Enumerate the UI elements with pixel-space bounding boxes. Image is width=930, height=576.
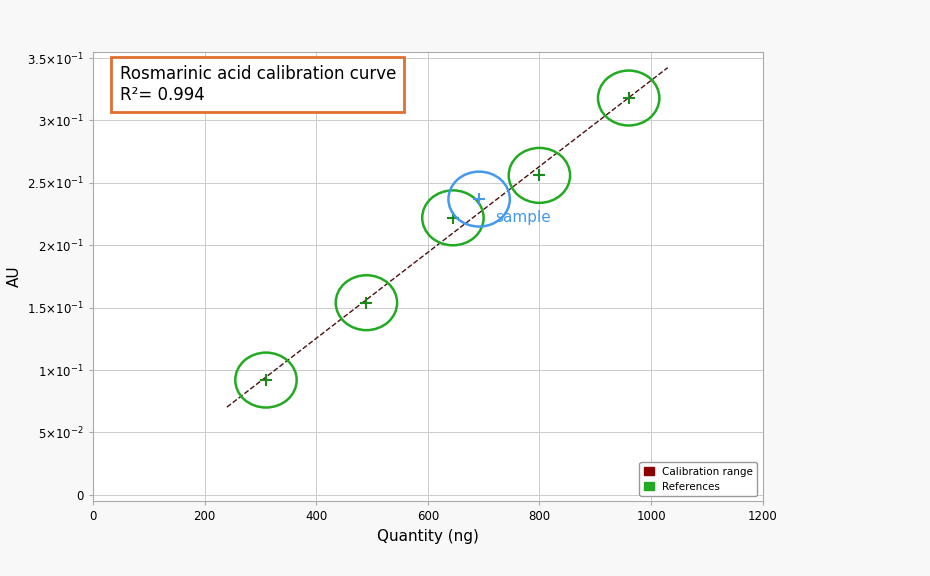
Text: sample: sample: [495, 210, 551, 225]
Text: Rosmarinic acid calibration curve
R²= 0.994: Rosmarinic acid calibration curve R²= 0.…: [120, 65, 396, 104]
Legend: Calibration range, References: Calibration range, References: [640, 463, 757, 496]
X-axis label: Quantity (ng): Quantity (ng): [377, 529, 479, 544]
Y-axis label: AU: AU: [7, 266, 21, 287]
